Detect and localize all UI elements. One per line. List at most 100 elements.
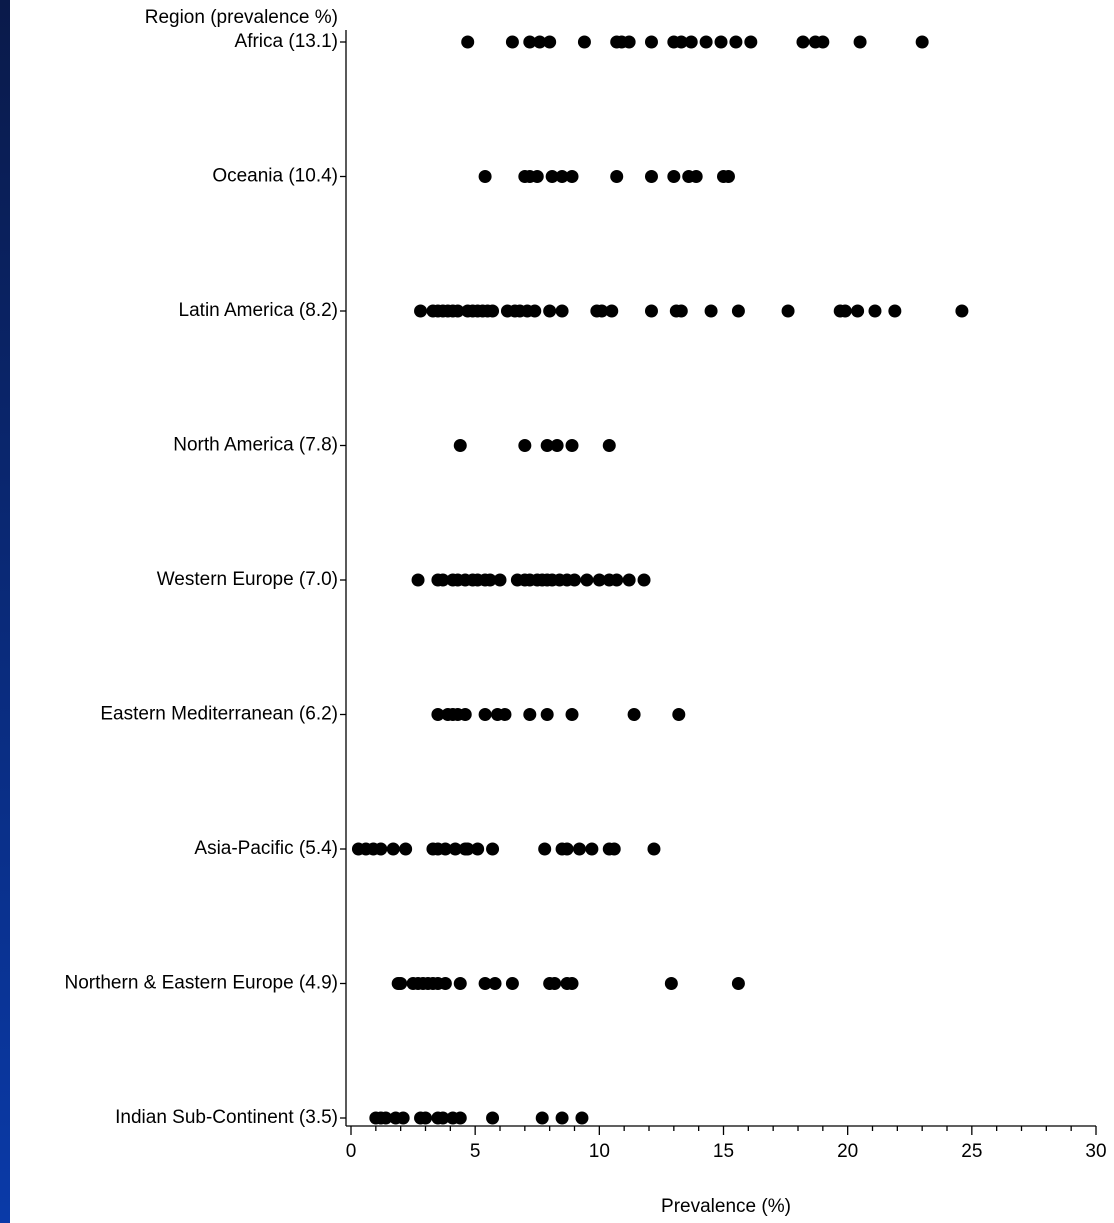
dot: [714, 35, 728, 49]
dot: [486, 304, 500, 318]
dot: [530, 170, 544, 183]
dot: [580, 573, 594, 587]
dot: [488, 977, 502, 990]
dot: [486, 842, 500, 856]
y-tick-label: Latin America (8.2): [179, 300, 338, 321]
dot: [438, 842, 452, 856]
dot: [438, 977, 452, 990]
dot: [796, 35, 810, 49]
y-tick-label: Northern & Eastern Europe (4.9): [64, 973, 338, 994]
dot: [853, 35, 867, 49]
dot: [610, 573, 624, 587]
x-tick-label: 0: [346, 1141, 357, 1162]
dot: [486, 1111, 500, 1125]
dot: [505, 35, 519, 49]
dot: [602, 439, 616, 452]
dot: [644, 170, 658, 183]
dot: [543, 35, 557, 49]
dot: [610, 170, 624, 183]
dot: [644, 35, 658, 49]
dot: [414, 304, 428, 318]
dot: [545, 170, 559, 183]
dot: [565, 439, 579, 452]
dot: [394, 977, 408, 990]
dot: [595, 304, 609, 318]
dot: [605, 304, 619, 318]
dot: [540, 708, 554, 721]
dot: [888, 304, 902, 318]
x-tick-label: 20: [837, 1141, 858, 1162]
dot: [744, 35, 758, 49]
dot: [396, 1111, 410, 1125]
dot: [379, 1111, 393, 1125]
dot: [568, 573, 581, 587]
dot: [781, 304, 795, 318]
y-tick-label: Asia-Pacific (5.4): [194, 838, 338, 859]
dot: [689, 170, 703, 183]
dot: [674, 304, 688, 318]
dot: [622, 35, 636, 49]
dot: [565, 977, 579, 990]
dot: [637, 573, 651, 587]
dot: [577, 35, 591, 49]
dot: [644, 304, 658, 318]
dot: [592, 573, 606, 587]
dot: [478, 708, 492, 721]
dot: [458, 708, 472, 721]
dot: [523, 708, 537, 721]
dot: [448, 842, 462, 856]
dot: [704, 304, 718, 318]
dot: [483, 573, 497, 587]
dot: [528, 304, 542, 318]
dot: [565, 170, 579, 183]
side-strip: [0, 0, 10, 1223]
dot: [523, 35, 537, 49]
dot: [498, 708, 512, 721]
y-tick-label: Oceania (10.4): [212, 166, 338, 187]
y-tick-label: North America (7.8): [173, 435, 338, 456]
x-tick-label: 30: [1085, 1141, 1106, 1162]
dot: [461, 35, 475, 49]
x-tick-label: 5: [470, 1141, 481, 1162]
dot: [419, 1111, 432, 1125]
dot: [543, 304, 557, 318]
dot: [453, 977, 467, 990]
dot: [572, 842, 586, 856]
dot: [565, 708, 579, 721]
dot: [471, 842, 485, 856]
dot: [731, 304, 745, 318]
dot: [555, 304, 569, 318]
dot: [816, 35, 830, 49]
dot: [699, 35, 713, 49]
dot: [868, 304, 882, 318]
dot: [851, 304, 865, 318]
dot: [664, 977, 678, 990]
dot: [915, 35, 929, 49]
dot: [478, 977, 492, 990]
dot: [453, 1111, 467, 1125]
dot: [411, 573, 425, 587]
dot: [478, 170, 492, 183]
dot: [731, 977, 745, 990]
dot: [550, 439, 564, 452]
dot: [555, 170, 569, 183]
dot: [729, 35, 743, 49]
x-tick-label: 25: [961, 1141, 982, 1162]
y-tick-label: Indian Sub-Continent (3.5): [115, 1107, 338, 1128]
y-axis-title: Region (prevalence %): [145, 7, 338, 28]
dot: [374, 842, 388, 856]
dot: [540, 439, 554, 452]
x-tick-label: 10: [589, 1141, 610, 1162]
dot: [431, 708, 445, 721]
dot: [399, 842, 413, 856]
dot: [721, 170, 735, 183]
dot: [838, 304, 852, 318]
dot: [533, 35, 547, 49]
dot: [493, 573, 507, 587]
dot: [548, 977, 562, 990]
dot: [674, 35, 688, 49]
dot: [647, 842, 661, 856]
y-tick-label: Africa (13.1): [235, 31, 338, 52]
dot: [560, 842, 574, 856]
